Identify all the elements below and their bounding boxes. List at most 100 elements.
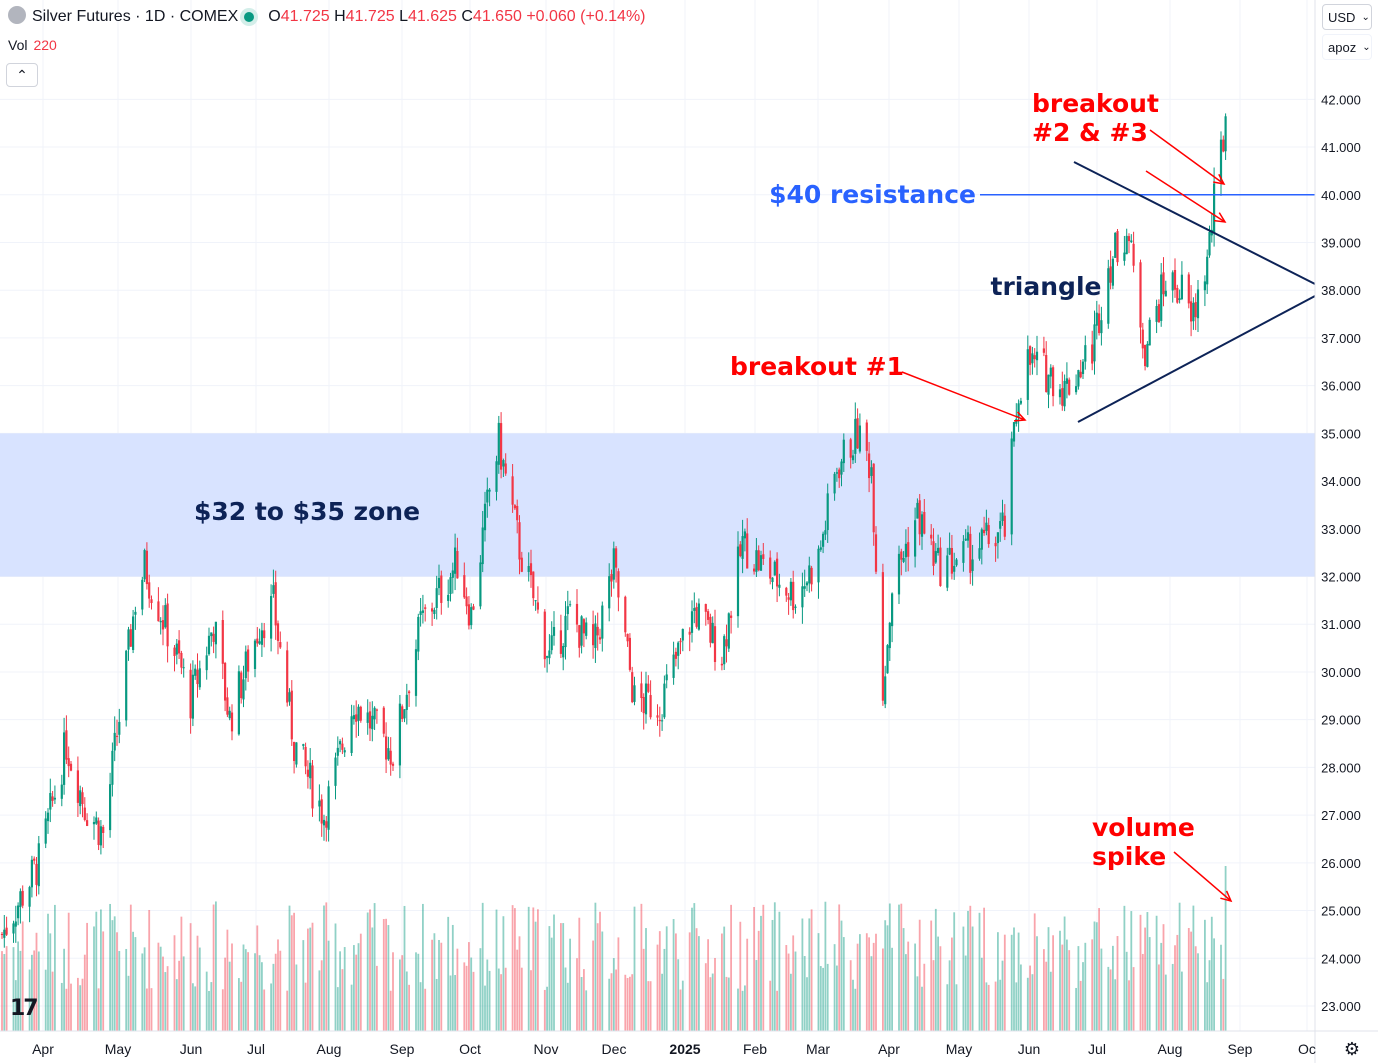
candle-body [479, 562, 482, 607]
volume-bar [465, 965, 468, 1031]
candle-body [1178, 298, 1181, 300]
candle-body [785, 587, 788, 596]
candle-body [37, 843, 40, 887]
candle-body [1139, 262, 1142, 328]
candle-body [868, 453, 871, 479]
volume-bar [382, 919, 385, 1031]
ohlc-close: 41.650 [472, 8, 522, 25]
volume-bar [261, 962, 263, 1031]
candle-body [247, 649, 250, 672]
volume-bar [325, 902, 328, 1031]
volume-bar [350, 984, 353, 1031]
candle-body [189, 669, 192, 719]
price-axis[interactable]: 42.000 41.000 40.000 39.000 38.000 37.000 36.0… [1314, 0, 1361, 1063]
volume-bar [215, 901, 217, 1031]
candle-body [463, 575, 466, 598]
ohlc-low: 41.625 [407, 8, 457, 25]
currency-select[interactable]: USD ⌄ [1322, 4, 1372, 30]
candle-body [851, 455, 855, 461]
candle-body [125, 650, 128, 721]
candle-body [937, 547, 940, 553]
candle-body [230, 712, 234, 732]
volume-bar [244, 949, 247, 1031]
volume-bar [1164, 974, 1167, 1031]
candle-body [113, 732, 116, 751]
volume-bar [741, 990, 744, 1031]
volume-bar [980, 957, 983, 1031]
volume-bar [769, 980, 772, 1031]
candle-body [955, 559, 958, 566]
volume-bar [192, 983, 194, 1031]
volume-bar [1026, 977, 1029, 1031]
volume-bar [939, 946, 942, 1031]
symbol-title[interactable]: Silver Futures · 1D · COMEX [32, 8, 239, 25]
settings-icon[interactable]: ⚙ [1343, 1039, 1360, 1059]
candle-body [840, 461, 843, 475]
volume-bar [67, 912, 70, 1031]
unit-select[interactable]: apoz ⌄ [1322, 34, 1372, 60]
candle-body [532, 571, 535, 599]
candle-body [817, 548, 820, 583]
volume-bar [143, 947, 146, 1031]
volume-bar [564, 967, 567, 1031]
candle-body [157, 601, 160, 622]
candle-body [520, 557, 523, 572]
volume-bar [727, 977, 730, 1031]
candle-body [886, 645, 889, 674]
candle-body [198, 668, 201, 688]
volume-bar [1178, 902, 1181, 1031]
candle-body [14, 921, 17, 927]
candle-body [1208, 231, 1211, 256]
volume-bar [157, 942, 160, 1031]
volume-bar [146, 988, 148, 1031]
candle-body [375, 709, 378, 711]
x-tick-label: Feb [743, 1041, 767, 1057]
candle-body [711, 622, 714, 644]
volume-bar [35, 932, 38, 1031]
volume-bar [456, 948, 459, 1031]
candle-body [953, 565, 956, 572]
volume-bar [447, 916, 450, 1031]
candle-body [1132, 243, 1135, 266]
candle-body [207, 635, 211, 655]
candle-body [502, 460, 505, 467]
candle-body [564, 615, 567, 648]
breakout23-label-line1: breakout [1032, 89, 1159, 118]
candle-body [276, 623, 280, 641]
candle-body [987, 525, 990, 545]
ohlc-high: 41.725 [345, 8, 395, 25]
collapse-legend-button[interactable]: ⌃ [6, 63, 38, 87]
candle-body [769, 557, 772, 579]
candle-body [615, 548, 618, 568]
candle-body [1155, 306, 1158, 322]
candle-body [792, 581, 795, 611]
candle-body [325, 821, 328, 828]
candle-body [1081, 361, 1085, 375]
volume-bar [1204, 919, 1206, 1031]
candle-body [470, 607, 473, 626]
volume-bar [1109, 969, 1112, 1031]
volume-bar [856, 943, 859, 1031]
volume-bar [231, 943, 233, 1031]
candle-body [916, 502, 919, 519]
candle-body [205, 655, 208, 671]
candle-body [336, 747, 339, 756]
volume-bar [277, 939, 279, 1031]
candle-body [985, 522, 988, 531]
volume-bar [14, 980, 17, 1031]
volume-bar [1210, 916, 1213, 1031]
candle-body [872, 463, 875, 533]
volume-bar [707, 939, 709, 1031]
volume-bar [339, 951, 341, 1031]
support-zone-band [0, 433, 1315, 577]
volume-bar [934, 908, 937, 1031]
candle-body [86, 820, 89, 826]
candle-body [1079, 371, 1082, 378]
volume-bar [100, 909, 102, 1031]
candle-body [920, 514, 924, 537]
volume-bar [194, 986, 197, 1031]
candle-body [53, 797, 56, 800]
volume-bar [1, 951, 3, 1031]
time-axis[interactable]: Apr May Jun Jul Aug Sep Oct Nov Dec 2025 Feb Mar Apr… [0, 1030, 1378, 1057]
